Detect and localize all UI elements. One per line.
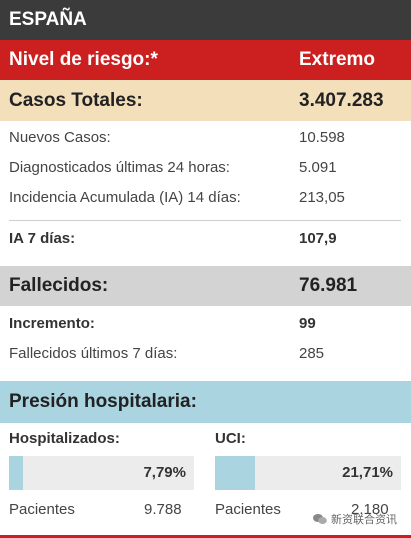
wechat-icon bbox=[313, 514, 327, 524]
icu-patients-value: 2.180 bbox=[351, 501, 389, 518]
region-title: ESPAÑA bbox=[9, 9, 87, 30]
row-divider bbox=[9, 220, 401, 221]
deaths-label: Fallecidos: bbox=[9, 275, 109, 296]
watermark-text: 新资联合资讯 bbox=[331, 514, 397, 526]
incidence-7d-value: 107,9 bbox=[299, 230, 337, 247]
deaths-7d-row: Fallecidos últimos 7 días: 285 bbox=[0, 345, 411, 367]
icu-label: UCI: bbox=[215, 430, 246, 447]
deaths-increment-label: Incremento: bbox=[9, 315, 95, 332]
hospital-pressure-title: Presión hospitalaria: bbox=[9, 391, 197, 412]
deaths-bar: Fallecidos: 76.981 bbox=[0, 266, 411, 306]
icu-progress-fill bbox=[215, 456, 255, 490]
deaths-7d-label: Fallecidos últimos 7 días: bbox=[9, 345, 178, 362]
risk-level-bar: Nivel de riesgo:* Extremo bbox=[0, 40, 411, 80]
risk-level-label: Nivel de riesgo:* bbox=[9, 49, 158, 70]
icu-progress: 21,71% bbox=[215, 456, 401, 490]
hospital-pressure-bar: Presión hospitalaria: bbox=[0, 381, 411, 423]
incidence-7d-label: IA 7 días: bbox=[9, 230, 76, 247]
incidence-14d-row: Incidencia Acumulada (IA) 14 días: 213,0… bbox=[0, 189, 411, 211]
new-cases-row: Nuevos Casos: 10.598 bbox=[0, 129, 411, 151]
bottom-accent-line bbox=[0, 535, 411, 538]
watermark: 新资联合资讯 bbox=[313, 511, 397, 527]
deaths-increment-value: 99 bbox=[299, 315, 316, 332]
hospitalized-patients-label: Pacientes bbox=[9, 501, 75, 518]
total-cases-value: 3.407.283 bbox=[299, 89, 384, 111]
diagnosed-24h-label: Diagnosticados últimas 24 horas: bbox=[9, 159, 230, 176]
diagnosed-24h-value: 5.091 bbox=[299, 159, 337, 176]
total-cases-label: Casos Totales: bbox=[9, 89, 143, 111]
incidence-14d-value: 213,05 bbox=[299, 189, 345, 206]
incidence-14d-label: Incidencia Acumulada (IA) 14 días: bbox=[9, 189, 241, 206]
new-cases-label: Nuevos Casos: bbox=[9, 129, 111, 146]
new-cases-value: 10.598 bbox=[299, 129, 345, 146]
risk-level-value: Extremo bbox=[299, 49, 376, 70]
hospitalized-patients-value: 9.788 bbox=[144, 501, 182, 518]
deaths-7d-value: 285 bbox=[299, 345, 325, 362]
deaths-increment-row: Incremento: 99 bbox=[0, 315, 411, 337]
hospitalized-progress: 7,79% bbox=[9, 456, 194, 490]
region-header: ESPAÑA bbox=[0, 0, 411, 40]
icu-patients-label: Pacientes bbox=[215, 501, 281, 518]
total-cases-bar: Casos Totales: 3.407.283 bbox=[0, 80, 411, 121]
deaths-value: 76.981 bbox=[299, 275, 358, 296]
diagnosed-24h-row: Diagnosticados últimas 24 horas: 5.091 bbox=[0, 159, 411, 181]
hospitalized-percent: 7,79% bbox=[143, 464, 186, 481]
icu-percent: 21,71% bbox=[342, 464, 393, 481]
incidence-7d-row: IA 7 días: 107,9 bbox=[0, 230, 411, 252]
hospitalized-label: Hospitalizados: bbox=[9, 430, 120, 447]
hospitalized-progress-fill bbox=[9, 456, 23, 490]
